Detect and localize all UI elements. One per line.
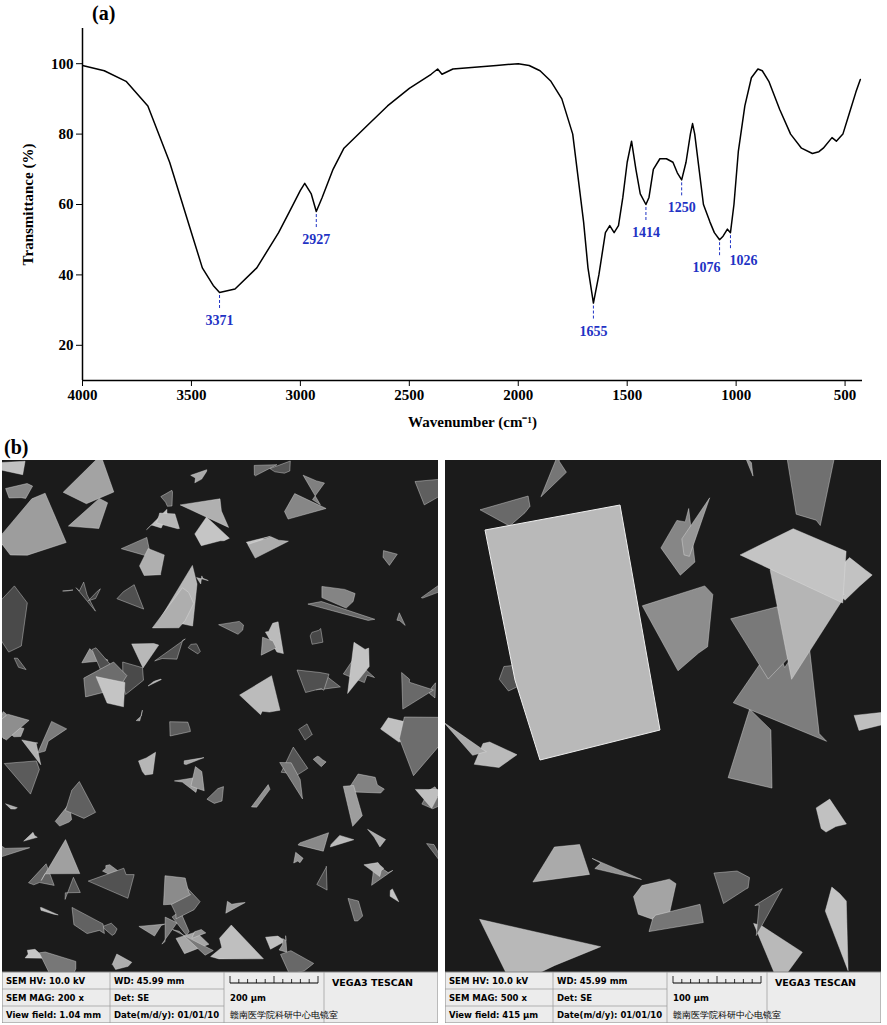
svg-text:2927: 2927 [302, 232, 330, 247]
svg-text:3000: 3000 [285, 387, 315, 403]
svg-text:200 μm: 200 μm [230, 993, 266, 1003]
html-text:(b): (b) [4, 436, 29, 458]
svg-text:SEM HV: 10.0 kV: SEM HV: 10.0 kV [6, 976, 86, 986]
svg-text:WD: 45.99 mm: WD: 45.99 mm [114, 976, 184, 986]
svg-text:1026: 1026 [729, 253, 757, 268]
svg-text:赣南医学院科研中心电镜室: 赣南医学院科研中心电镜室 [673, 1010, 781, 1020]
svg-text:View field: 415 μm: View field: 415 μm [449, 1010, 538, 1020]
svg-text:80: 80 [59, 126, 74, 142]
svg-text:WD: 45.99 mm: WD: 45.99 mm [557, 976, 627, 986]
svg-text:1000: 1000 [721, 387, 751, 403]
svg-text:1250: 1250 [668, 200, 696, 215]
svg-text:Date(m/d/y): 01/01/10: Date(m/d/y): 01/01/10 [114, 1010, 219, 1020]
svg-text:1414: 1414 [632, 225, 660, 240]
svg-text:3500: 3500 [176, 387, 206, 403]
html-text:(a): (a) [92, 2, 116, 24]
svg-text:100: 100 [51, 56, 74, 72]
svg-text:100 μm: 100 μm [673, 993, 709, 1003]
svg-text:赣南医学院科研中心电镜室: 赣南医学院科研中心电镜室 [230, 1010, 338, 1020]
svg-text:4000: 4000 [68, 387, 98, 403]
svg-text:40: 40 [59, 267, 74, 283]
svg-text:Date(m/d/y): 01/01/10: Date(m/d/y): 01/01/10 [557, 1010, 662, 1020]
svg-text:60: 60 [59, 196, 74, 212]
svg-text:Transmittance (%): Transmittance (%) [20, 144, 37, 266]
svg-text:1655: 1655 [579, 324, 607, 339]
svg-text:VEGA3 TESCAN: VEGA3 TESCAN [332, 977, 413, 988]
svg-text:20: 20 [59, 337, 74, 353]
svg-text:2000: 2000 [503, 387, 533, 403]
svg-text:VEGA3 TESCAN: VEGA3 TESCAN [775, 977, 856, 988]
svg-text:SEM MAG: 500 x: SEM MAG: 500 x [449, 993, 527, 1003]
svg-text:Det: SE: Det: SE [557, 993, 592, 1003]
svg-text:1500: 1500 [612, 387, 642, 403]
svg-text:SEM HV: 10.0 kV: SEM HV: 10.0 kV [449, 976, 529, 986]
svg-text:500: 500 [834, 387, 857, 403]
svg-text:View field: 1.04 mm: View field: 1.04 mm [6, 1010, 101, 1020]
svg-text:SEM MAG: 200 x: SEM MAG: 200 x [6, 993, 84, 1003]
svg-text:3371: 3371 [206, 313, 234, 328]
svg-text:Wavenumber (cm⁻¹): Wavenumber (cm⁻¹) [408, 414, 537, 431]
svg-text:2500: 2500 [394, 387, 424, 403]
svg-text:1076: 1076 [693, 260, 721, 275]
svg-text:Det: SE: Det: SE [114, 993, 149, 1003]
